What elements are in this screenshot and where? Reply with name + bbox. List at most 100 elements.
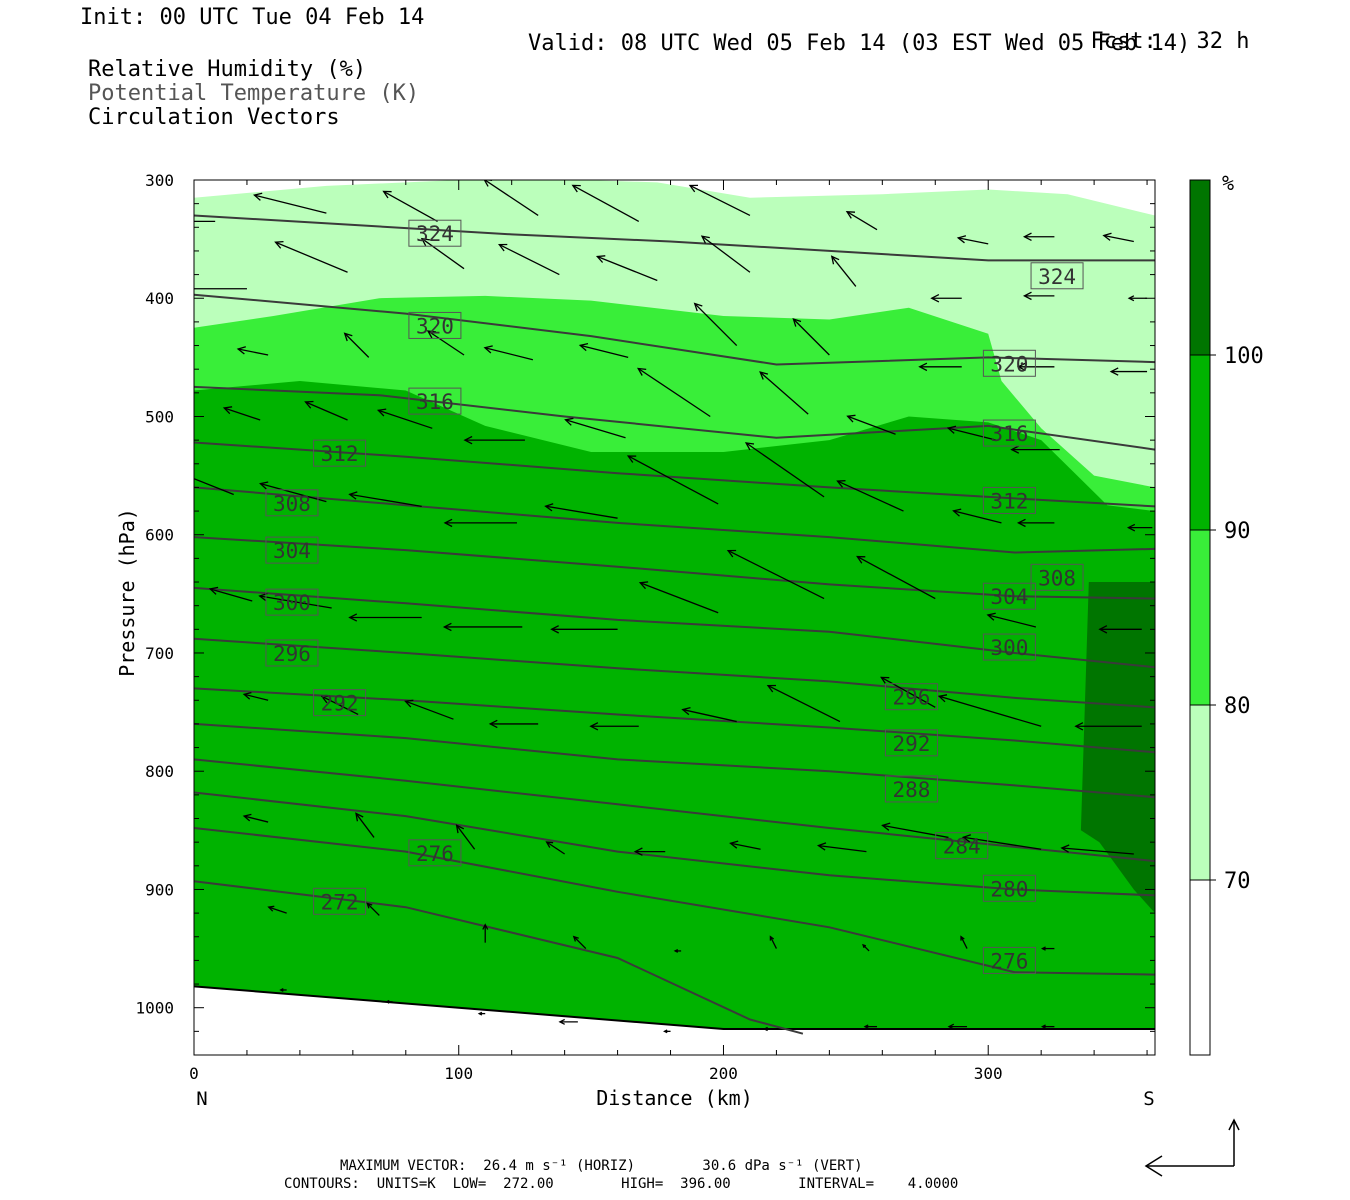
circulation-vector (572, 935, 587, 950)
circulation-vector (194, 288, 247, 290)
contour-label: 296 (265, 639, 319, 667)
circulation-vector (304, 400, 348, 421)
circulation-vector (947, 1023, 968, 1030)
circulation-vector (960, 935, 968, 949)
colorbar-label: 100 (1224, 344, 1264, 369)
svg-text:324: 324 (416, 222, 454, 246)
plot-frame (193, 179, 1156, 1056)
circulation-vector (404, 699, 454, 720)
svg-text:272: 272 (321, 890, 359, 914)
svg-text:300: 300 (273, 591, 311, 615)
circulation-vector (673, 949, 682, 953)
circulation-vector (663, 1029, 671, 1034)
svg-text:304: 304 (990, 585, 1028, 609)
colorbar-segment (1190, 880, 1210, 1055)
colorbar-segment (1190, 530, 1210, 705)
circulation-vector (744, 442, 825, 498)
circulation-vector (700, 235, 751, 273)
circulation-vector (637, 367, 711, 418)
circulation-vector (498, 243, 560, 276)
rh-region-90 (194, 381, 1155, 1044)
theta-contour-308 (194, 486, 1155, 554)
contour-label: 288 (884, 775, 938, 803)
theta-contour-304 (194, 536, 1155, 600)
svg-text:292: 292 (892, 732, 930, 756)
circulation-vector (681, 706, 737, 723)
circulation-vector (836, 480, 904, 512)
contour-label: 300 (265, 588, 319, 616)
circulation-vector (253, 192, 327, 214)
contour-label: 300 (982, 633, 1036, 661)
south-label: S (1143, 1088, 1154, 1110)
circulation-vector (488, 719, 539, 729)
x-tick-label: 300 (974, 1064, 1003, 1083)
init-time: Init: 00 UTC Tue 04 Feb 14 (80, 5, 425, 30)
contour-label: 280 (982, 874, 1036, 902)
circulation-vector (766, 684, 841, 723)
circulation-vector (816, 842, 867, 853)
circulation-vector (729, 840, 761, 850)
circulation-vector (564, 417, 626, 439)
colorbar-label: 70 (1224, 869, 1251, 894)
circulation-vector (830, 255, 857, 287)
circulation-vector (194, 220, 216, 223)
forecast-value: 32 h (1196, 29, 1250, 54)
circulation-vector (769, 935, 778, 949)
reference-vector-icon (1144, 1118, 1240, 1177)
valid-time: Valid: 08 UTC Wed 05 Feb 14 (03 EST Wed … (528, 31, 1191, 56)
circulation-vector (558, 1018, 578, 1025)
legend-field-vectors: Circulation Vectors (88, 105, 340, 130)
y-tick-label: 1000 (135, 999, 174, 1018)
legend-field-theta: Potential Temperature (K) (88, 81, 420, 106)
contour-label: 272 (313, 887, 367, 915)
circulation-vector (483, 345, 534, 361)
circulation-vector (1010, 445, 1060, 454)
circulation-vector (355, 812, 375, 838)
contour-label: 276 (408, 839, 462, 867)
circulation-vector (1102, 232, 1134, 243)
circulation-vector (930, 294, 962, 303)
svg-text:320: 320 (416, 314, 454, 338)
circulation-vector (952, 508, 1002, 524)
circulation-vector (320, 695, 359, 716)
circulation-vector (1040, 946, 1055, 951)
north-label: N (196, 1088, 207, 1110)
circulation-vector (463, 435, 525, 445)
contour-label-layer: 324 324 320 320 316 316 312 312 308 308 304 304 300 3… (265, 219, 1084, 974)
colorbar-segment (1190, 705, 1210, 880)
theta-contour-276 (194, 827, 1155, 976)
circulation-vector (385, 999, 393, 1004)
circulation-vector (222, 406, 261, 421)
svg-text:300: 300 (990, 636, 1028, 660)
colorbar-label: 90 (1224, 519, 1251, 544)
circulation-vector (937, 694, 1042, 727)
theta-contour-300 (194, 586, 1155, 669)
contour-label: 304 (982, 582, 1036, 610)
circulation-vector (626, 455, 719, 505)
circulation-vector (348, 491, 422, 507)
contour-label: 324 (1030, 262, 1084, 290)
contour-label: 316 (408, 387, 462, 415)
svg-text:276: 276 (990, 949, 1028, 973)
contour-label: 320 (408, 311, 462, 339)
svg-text:312: 312 (321, 442, 359, 466)
circulation-vector (236, 346, 269, 356)
circulation-vector (443, 518, 517, 528)
circulation-vector (918, 362, 962, 372)
svg-text:304: 304 (273, 539, 311, 563)
surface-line (194, 985, 1155, 1030)
circulation-vector (986, 612, 1037, 628)
contour-label: 304 (265, 536, 319, 564)
x-tick-label: 100 (444, 1064, 473, 1083)
x-axis-label: Distance (km) (596, 1086, 753, 1110)
circulation-vector (845, 210, 878, 231)
svg-text:312: 312 (990, 489, 1028, 513)
circulation-vector (633, 847, 666, 856)
svg-text:316: 316 (416, 390, 454, 414)
svg-text:320: 320 (990, 352, 1028, 376)
circulation-vector (1060, 844, 1134, 855)
circulation-vector (1016, 518, 1055, 528)
forecast-hour: Fcst: 32 h (1064, 6, 1250, 54)
svg-text:324: 324 (1038, 265, 1076, 289)
